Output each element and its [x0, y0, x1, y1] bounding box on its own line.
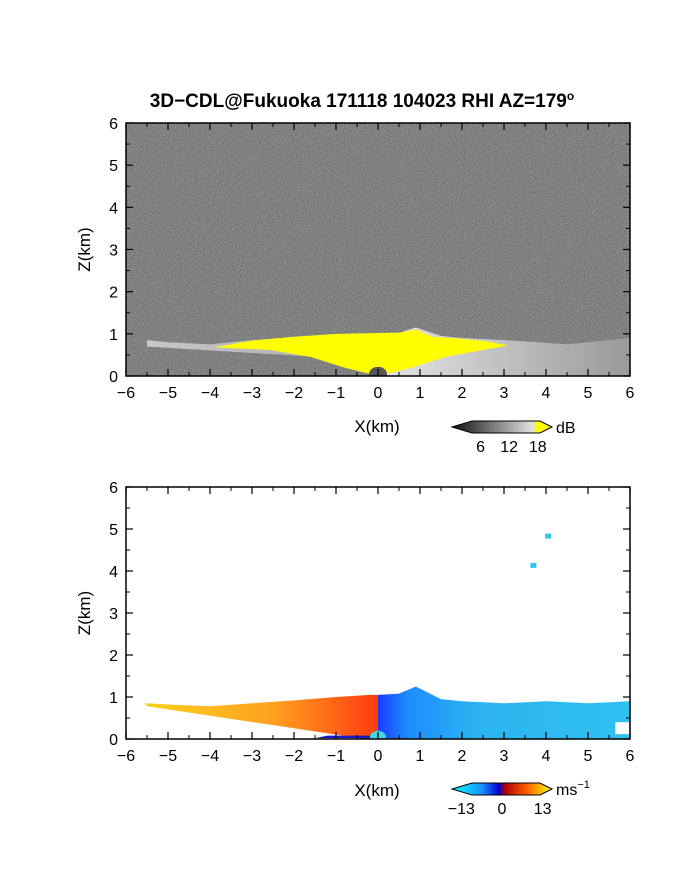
y-tick-label: 1 [109, 327, 118, 344]
x-tick-label: 5 [584, 385, 593, 402]
y-tick-label: 2 [109, 648, 118, 665]
x-tick-label: −3 [243, 385, 261, 402]
x-tick-label: 6 [626, 385, 635, 402]
x-tick-label: 5 [584, 748, 593, 765]
velocity-plot-area [126, 487, 630, 739]
x-axis-label: X(km) [354, 417, 399, 436]
echo-region [147, 327, 630, 376]
colorbar-gradient [450, 782, 554, 796]
x-tick-label: −2 [285, 385, 303, 402]
velocity-echo-region [144, 533, 630, 739]
velocity-axes: −6 −5 −4 −3 −2 −1 0 1 2 3 4 5 6 0 1 2 3 4 5 6 X(km) Z(km) [75, 480, 635, 800]
colorbar-tick-label: 6 [476, 439, 485, 456]
velocity-gap [615, 722, 630, 735]
reflectivity-yellow-core [214, 329, 509, 376]
x-tick-label: −5 [159, 748, 177, 765]
x-tick-label: 0 [374, 385, 383, 402]
y-tick-label: 2 [109, 285, 118, 302]
y-tick-label: 5 [109, 522, 118, 539]
y-tick-label: 3 [109, 243, 118, 260]
y-tick-label: 0 [109, 732, 118, 749]
x-tick-label: 6 [626, 748, 635, 765]
x-tick-label: 4 [542, 748, 551, 765]
isolated-echo [545, 533, 552, 539]
x-tick-label: −4 [201, 748, 219, 765]
x-tick-label: 0 [374, 748, 383, 765]
x-tick-label: −1 [327, 748, 345, 765]
reflectivity-panel: −6 −5 −4 −3 −2 −1 0 1 2 3 4 5 6 0 1 2 3 4 5 6 X(km) Z(km) [75, 116, 635, 436]
y-tick-label: 6 [109, 480, 118, 497]
x-tick-label: 3 [500, 385, 509, 402]
colorbar-tick-label: 18 [529, 439, 547, 456]
y-axis-label: Z(km) [75, 227, 94, 271]
x-tick-label: −5 [159, 385, 177, 402]
colorbar-tick-label: 12 [500, 439, 518, 456]
chart-title: 3D−CDL@Fukuoka 171118 104023 RHI AZ=179o [150, 89, 574, 112]
y-axis-label: Z(km) [75, 591, 94, 635]
colorbar-tick-label: 0 [498, 801, 507, 818]
velocity-base-strip [315, 735, 378, 739]
y-tick-label: 0 [109, 369, 118, 386]
velocity-toward-region [378, 686, 630, 739]
x-tick-label: 1 [416, 385, 425, 402]
x-tick-label: 2 [458, 748, 467, 765]
x-tick-label: −6 [117, 385, 135, 402]
velocity-away-region [144, 694, 378, 739]
y-tick-label: 4 [109, 200, 118, 217]
colorbar-unit: ms−1 [556, 779, 590, 799]
y-tick-label: 3 [109, 606, 118, 623]
x-axis-label: X(km) [354, 781, 399, 800]
colorbar-gradient [450, 420, 554, 434]
colorbar-unit: dB [556, 420, 576, 437]
title-degree-superscript: o [567, 89, 574, 103]
y-tick-label: 1 [109, 690, 118, 707]
x-tick-label: −4 [201, 385, 219, 402]
y-tick-label: 5 [109, 158, 118, 175]
velocity-colorbar: −13 0 13 ms−1 [448, 779, 590, 818]
x-tick-label: −2 [285, 748, 303, 765]
colorbar-tick-label: −13 [448, 801, 475, 818]
x-tick-label: 4 [542, 385, 551, 402]
reflectivity-colorbar: 6 12 18 dB [450, 420, 576, 456]
y-tick-label: 4 [109, 564, 118, 581]
x-tick-label: 2 [458, 385, 467, 402]
x-tick-label: 1 [416, 748, 425, 765]
colorbar-tick-label: 13 [534, 801, 552, 818]
y-tick-label: 6 [109, 116, 118, 133]
x-tick-label: −6 [117, 748, 135, 765]
reflectivity-axes: −6 −5 −4 −3 −2 −1 0 1 2 3 4 5 6 0 1 2 3 4 5 6 X(km) Z(km) [75, 116, 635, 436]
isolated-echo [530, 562, 537, 568]
x-tick-label: −1 [327, 385, 345, 402]
velocity-panel: −6 −5 −4 −3 −2 −1 0 1 2 3 4 5 6 0 1 2 3 4 5 6 X(km) Z(km) [75, 480, 635, 800]
x-tick-label: −3 [243, 748, 261, 765]
x-tick-label: 3 [500, 748, 509, 765]
reflectivity-plot-area [126, 123, 630, 376]
